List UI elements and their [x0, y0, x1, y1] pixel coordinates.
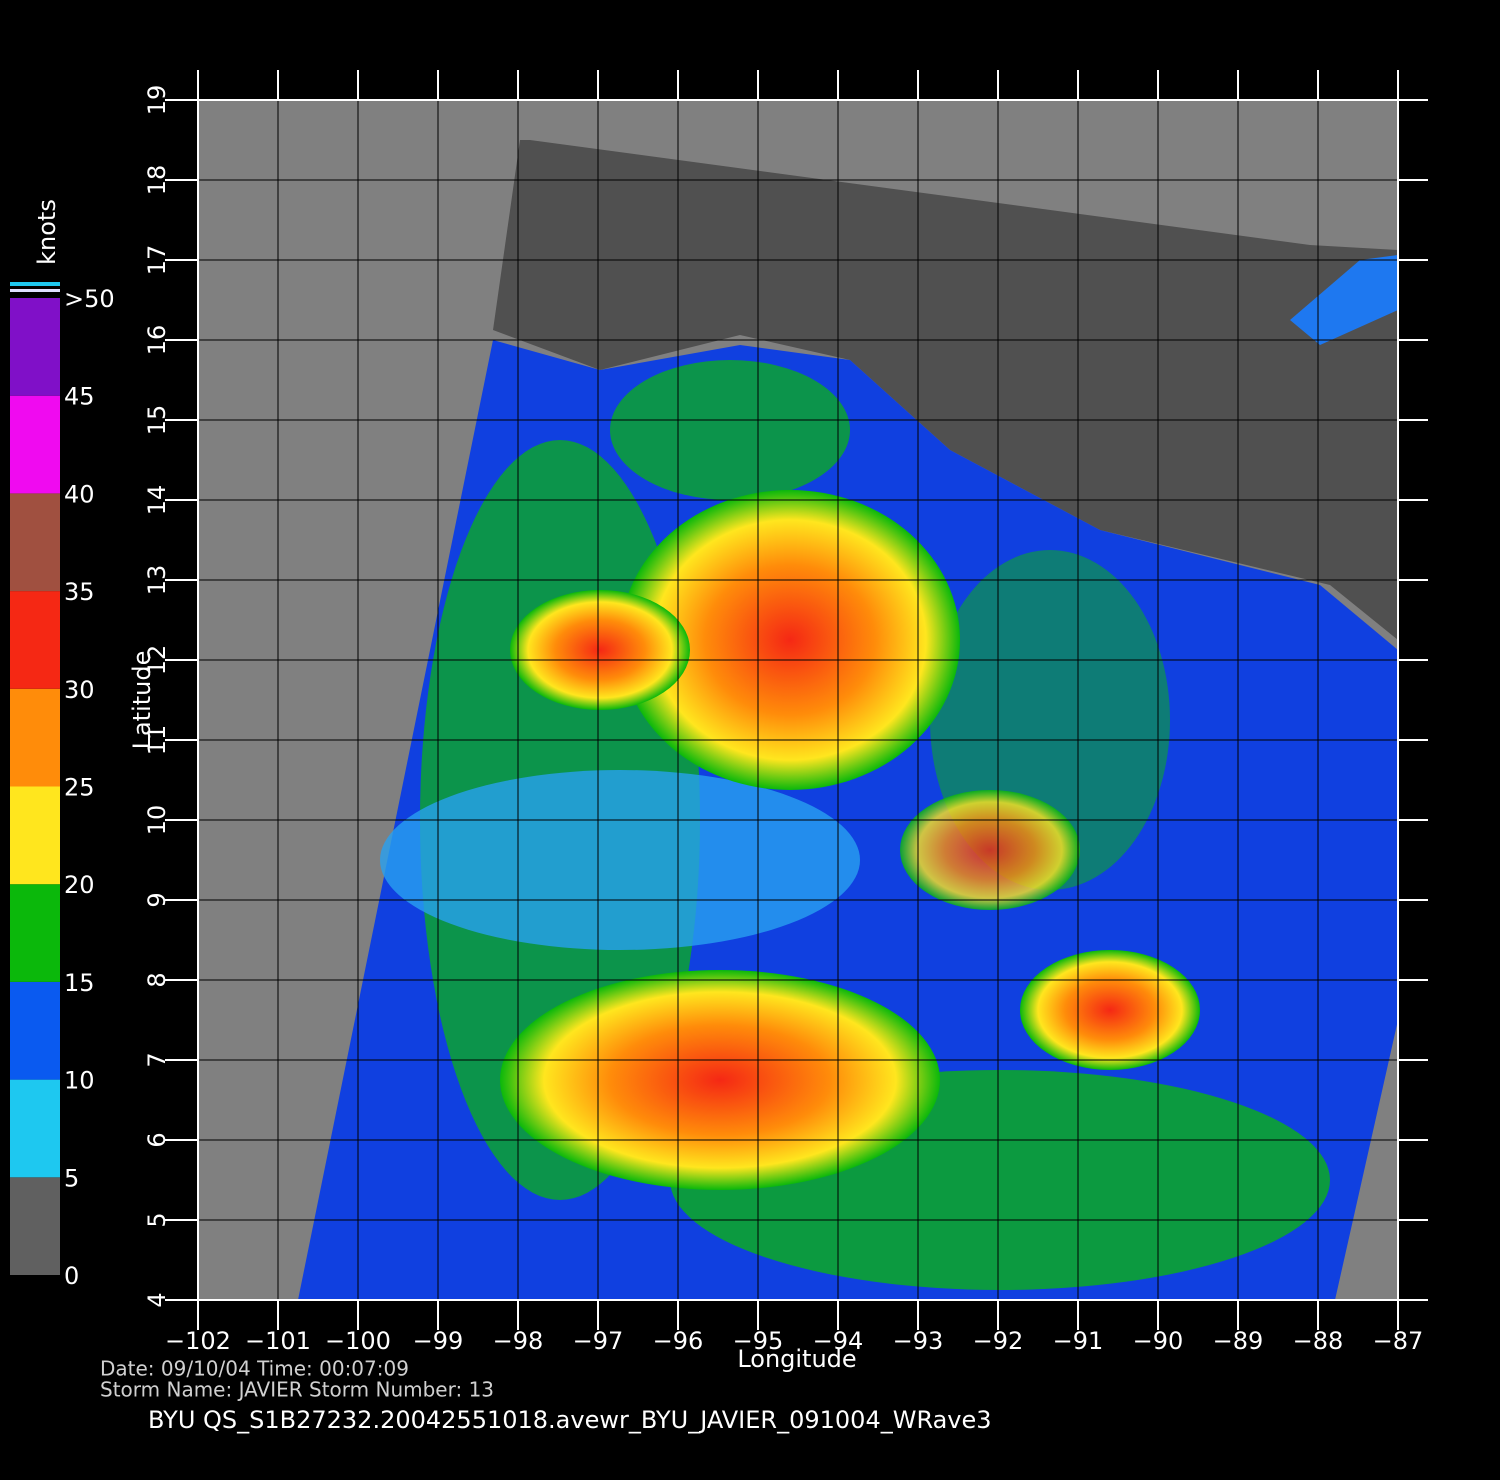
x-tick-label: −89 [1213, 1327, 1264, 1355]
wind-patch [500, 970, 940, 1190]
colorbar-cap [10, 282, 60, 286]
x-tick-label: −88 [1293, 1327, 1344, 1355]
x-tick-label: −92 [973, 1327, 1024, 1355]
colorbar-label: knots [33, 199, 61, 265]
y-tick-label: 9 [143, 892, 171, 907]
x-tick-label: −87 [1373, 1327, 1424, 1355]
plot-frame [197, 99, 1399, 1301]
y-tick-label: 12 [143, 645, 171, 676]
y-tick-label: 7 [143, 1052, 171, 1067]
wind-patch [1020, 950, 1200, 1070]
wind-patch [1290, 255, 1398, 345]
y-tick-label: 8 [143, 972, 171, 987]
land [493, 140, 1398, 640]
footer: BYU QS_S1B27232.20042551018.avewr_BYU_JA… [148, 1406, 992, 1434]
colorbar-tick-label: 5 [64, 1164, 79, 1192]
x-axis-label: Longitude [737, 1345, 856, 1373]
x-tick-label: −91 [1053, 1327, 1104, 1355]
y-tick-label: 11 [143, 725, 171, 756]
colorbar-segment [10, 395, 60, 494]
x-tick-label: −95 [733, 1327, 784, 1355]
colorbar-segment [10, 298, 60, 396]
wind-patch [380, 770, 860, 950]
colorbar-tick-label: 20 [64, 871, 95, 899]
colorbar-tick-label: >50 [64, 285, 115, 313]
y-tick-label: 4 [143, 1292, 171, 1307]
x-tick-label: −93 [893, 1327, 944, 1355]
y-tick-label: 5 [143, 1212, 171, 1227]
colorbar-segment [10, 591, 60, 689]
date-info: Date: 09/10/04 Time: 00:07:09 [100, 1357, 409, 1381]
x-tick-label: −101 [245, 1327, 311, 1355]
colorbar-tick-label: 15 [64, 969, 95, 997]
y-tick-label: 16 [143, 325, 171, 356]
y-axis-label: Latitude [128, 651, 156, 750]
x-tick-label: −102 [165, 1327, 231, 1355]
colorbar-tick-label: 25 [64, 774, 95, 802]
colorbar-segment [10, 981, 60, 1080]
wind-patch [620, 490, 960, 790]
colorbar-tick-label: 40 [64, 480, 95, 508]
colorbar-tick-label: 0 [64, 1262, 79, 1290]
colorbar-tick-label: 35 [64, 578, 95, 606]
y-tick-label: 15 [143, 405, 171, 436]
colorbar-tick-label: 30 [64, 676, 95, 704]
wind-patch [610, 360, 850, 500]
colorbar-segment [10, 493, 60, 592]
x-tick-label: −90 [1133, 1327, 1184, 1355]
x-tick-label: −100 [325, 1327, 391, 1355]
wind-patch [510, 590, 690, 710]
colorbar-segment [10, 884, 60, 982]
map-background [198, 100, 1398, 1300]
y-tick-label: 18 [143, 165, 171, 196]
colorbar-segment [10, 688, 60, 787]
y-tick-label: 10 [143, 805, 171, 836]
x-tick-label: −97 [573, 1327, 624, 1355]
x-tick-label: −98 [493, 1327, 544, 1355]
x-tick-label: −96 [653, 1327, 704, 1355]
y-tick-label: 17 [143, 245, 171, 276]
storm-info: Storm Name: JAVIER Storm Number: 13 [100, 1378, 494, 1402]
wind-patch [900, 790, 1080, 910]
x-tick-label: −94 [813, 1327, 864, 1355]
colorbar-tick-label: 45 [64, 383, 95, 411]
y-tick-label: 6 [143, 1132, 171, 1147]
colorbar-cap [10, 289, 60, 292]
colorbar-segment [10, 1079, 60, 1178]
x-tick-label: −99 [413, 1327, 464, 1355]
y-tick-label: 14 [143, 485, 171, 516]
colorbar-segment [10, 786, 60, 885]
colorbar-tick-label: 10 [64, 1067, 95, 1095]
colorbar-segment [10, 1177, 60, 1275]
y-tick-label: 19 [143, 85, 171, 116]
y-tick-label: 13 [143, 565, 171, 596]
